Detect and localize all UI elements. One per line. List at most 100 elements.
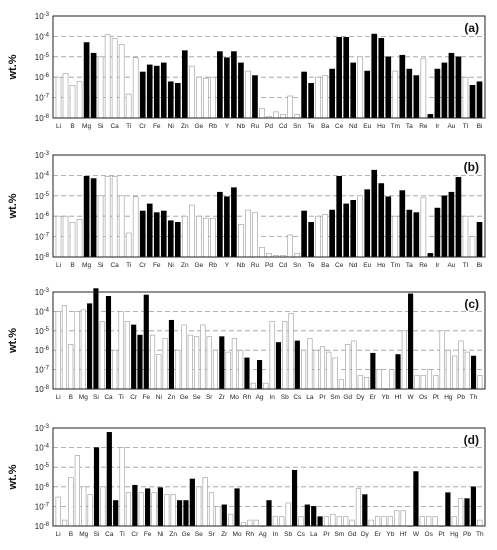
x-tick-label: Zr — [219, 394, 226, 401]
bar-b65 — [470, 486, 477, 527]
bar-b9 — [118, 44, 125, 119]
x-tick-label: Ca — [110, 123, 119, 130]
bar-Cr — [139, 71, 146, 119]
bar-b7 — [99, 321, 105, 390]
x-tick-label: Bi — [477, 123, 483, 130]
bar-Ni — [167, 81, 174, 119]
y-tick-exponent: -8 — [44, 385, 50, 391]
bar-b15 — [160, 210, 167, 258]
bar-Ru — [252, 75, 258, 119]
bar-b43 — [330, 513, 336, 527]
x-tick-label: Mg — [82, 123, 91, 130]
bar-Hg — [451, 516, 457, 527]
bar-Re — [420, 58, 427, 119]
bar-b51 — [413, 75, 420, 119]
x-tick-label: Ni — [168, 262, 174, 269]
y-tick-base: 10 — [35, 366, 44, 375]
y-tick-label: 10-7 — [35, 94, 50, 103]
bar-b43 — [326, 351, 332, 390]
y-tick-label: 10-4 — [35, 171, 50, 180]
y-tick-base: 10 — [35, 327, 44, 336]
bar-In — [269, 321, 275, 390]
x-tick-label: Fe — [144, 531, 152, 538]
x-tick-label: Li — [56, 123, 61, 130]
bar-b19 — [188, 204, 195, 258]
x-tick-label: Ti — [118, 394, 123, 401]
bar-Ho — [378, 183, 385, 258]
bar-Ir — [434, 207, 441, 258]
bar-b5 — [90, 178, 97, 258]
bar-Ba — [322, 214, 328, 258]
bar-b53 — [394, 510, 400, 527]
bar-Ca — [106, 432, 112, 527]
bar-Rh — [247, 519, 253, 527]
panel-label: (a) — [464, 21, 479, 35]
plot-frame — [52, 427, 486, 527]
x-tick-label: Ti — [126, 123, 131, 130]
y-tick-exponent: -7 — [44, 502, 50, 508]
plot-frame — [52, 291, 486, 390]
y-tick-exponent: -4 — [44, 307, 50, 313]
x-tick-label: Si — [98, 262, 104, 269]
bar-Sr — [206, 336, 212, 390]
y-tick-exponent: -3 — [44, 12, 50, 18]
y-tick-label: 10-5 — [35, 192, 50, 201]
y-tick-label: 10-3 — [35, 288, 50, 297]
bar-b13 — [146, 203, 153, 258]
y-tick-base: 10 — [35, 73, 44, 82]
bar-Cr — [139, 210, 146, 258]
y-tick-exponent: -6 — [44, 483, 50, 489]
x-tick-label: Rb — [209, 123, 218, 130]
bar-b1 — [61, 305, 68, 390]
bar-b19 — [188, 65, 195, 119]
x-tick-label: Pd — [265, 123, 273, 130]
x-tick-label: Dy — [356, 394, 365, 401]
bar-Te — [308, 83, 314, 119]
bar-Cr — [131, 324, 137, 390]
bar-b59 — [469, 85, 476, 119]
x-tick-label: Nb — [237, 123, 246, 130]
bar-b53 — [427, 253, 434, 258]
bar-Ge — [183, 500, 189, 527]
x-tick-label: Ag — [259, 531, 267, 538]
bar-b3 — [74, 455, 80, 527]
x-tick-label: Rh — [246, 531, 255, 538]
bar-Sr — [208, 492, 215, 527]
y-tick-base: 10 — [35, 32, 44, 41]
x-tick-label: Ca — [105, 531, 114, 538]
bar-Nd — [350, 62, 357, 119]
bar-Tl — [462, 76, 469, 119]
bar-Ho — [378, 38, 385, 119]
x-tick-label: Sr — [206, 394, 213, 401]
bar-b33 — [263, 382, 269, 390]
x-tick-label: Fe — [153, 262, 161, 269]
x-tick-label: Sb — [281, 394, 289, 401]
bar-b15 — [160, 62, 167, 119]
bar-b59 — [426, 369, 433, 390]
x-tick-label: Li — [56, 262, 61, 269]
x-tick-label: Te — [308, 123, 315, 130]
bar-Gd — [345, 344, 351, 390]
y-tick-base: 10 — [35, 233, 44, 242]
bar-b9 — [113, 500, 119, 527]
x-tick-label: Cd — [279, 262, 288, 269]
x-tick-label: La — [306, 394, 314, 401]
y-tick-base: 10 — [35, 192, 44, 201]
bar-Ca — [111, 38, 118, 119]
y-tick-exponent: -5 — [44, 463, 50, 469]
bar-Gd — [349, 519, 355, 527]
y-tick-base: 10 — [35, 253, 44, 262]
bar-Li — [55, 76, 62, 119]
x-tick-label: Tl — [463, 262, 469, 269]
bar-b45 — [343, 516, 349, 527]
x-tick-label: Rh — [243, 394, 252, 401]
bar-Fe — [153, 65, 160, 119]
x-tick-label: B — [69, 531, 73, 538]
bar-Ca — [105, 295, 112, 390]
bar-Se — [196, 486, 202, 527]
y-tick-exponent: -6 — [44, 212, 50, 218]
bar-b23 — [200, 324, 206, 390]
bar-Si — [97, 56, 104, 119]
bar-Ba — [322, 75, 328, 119]
